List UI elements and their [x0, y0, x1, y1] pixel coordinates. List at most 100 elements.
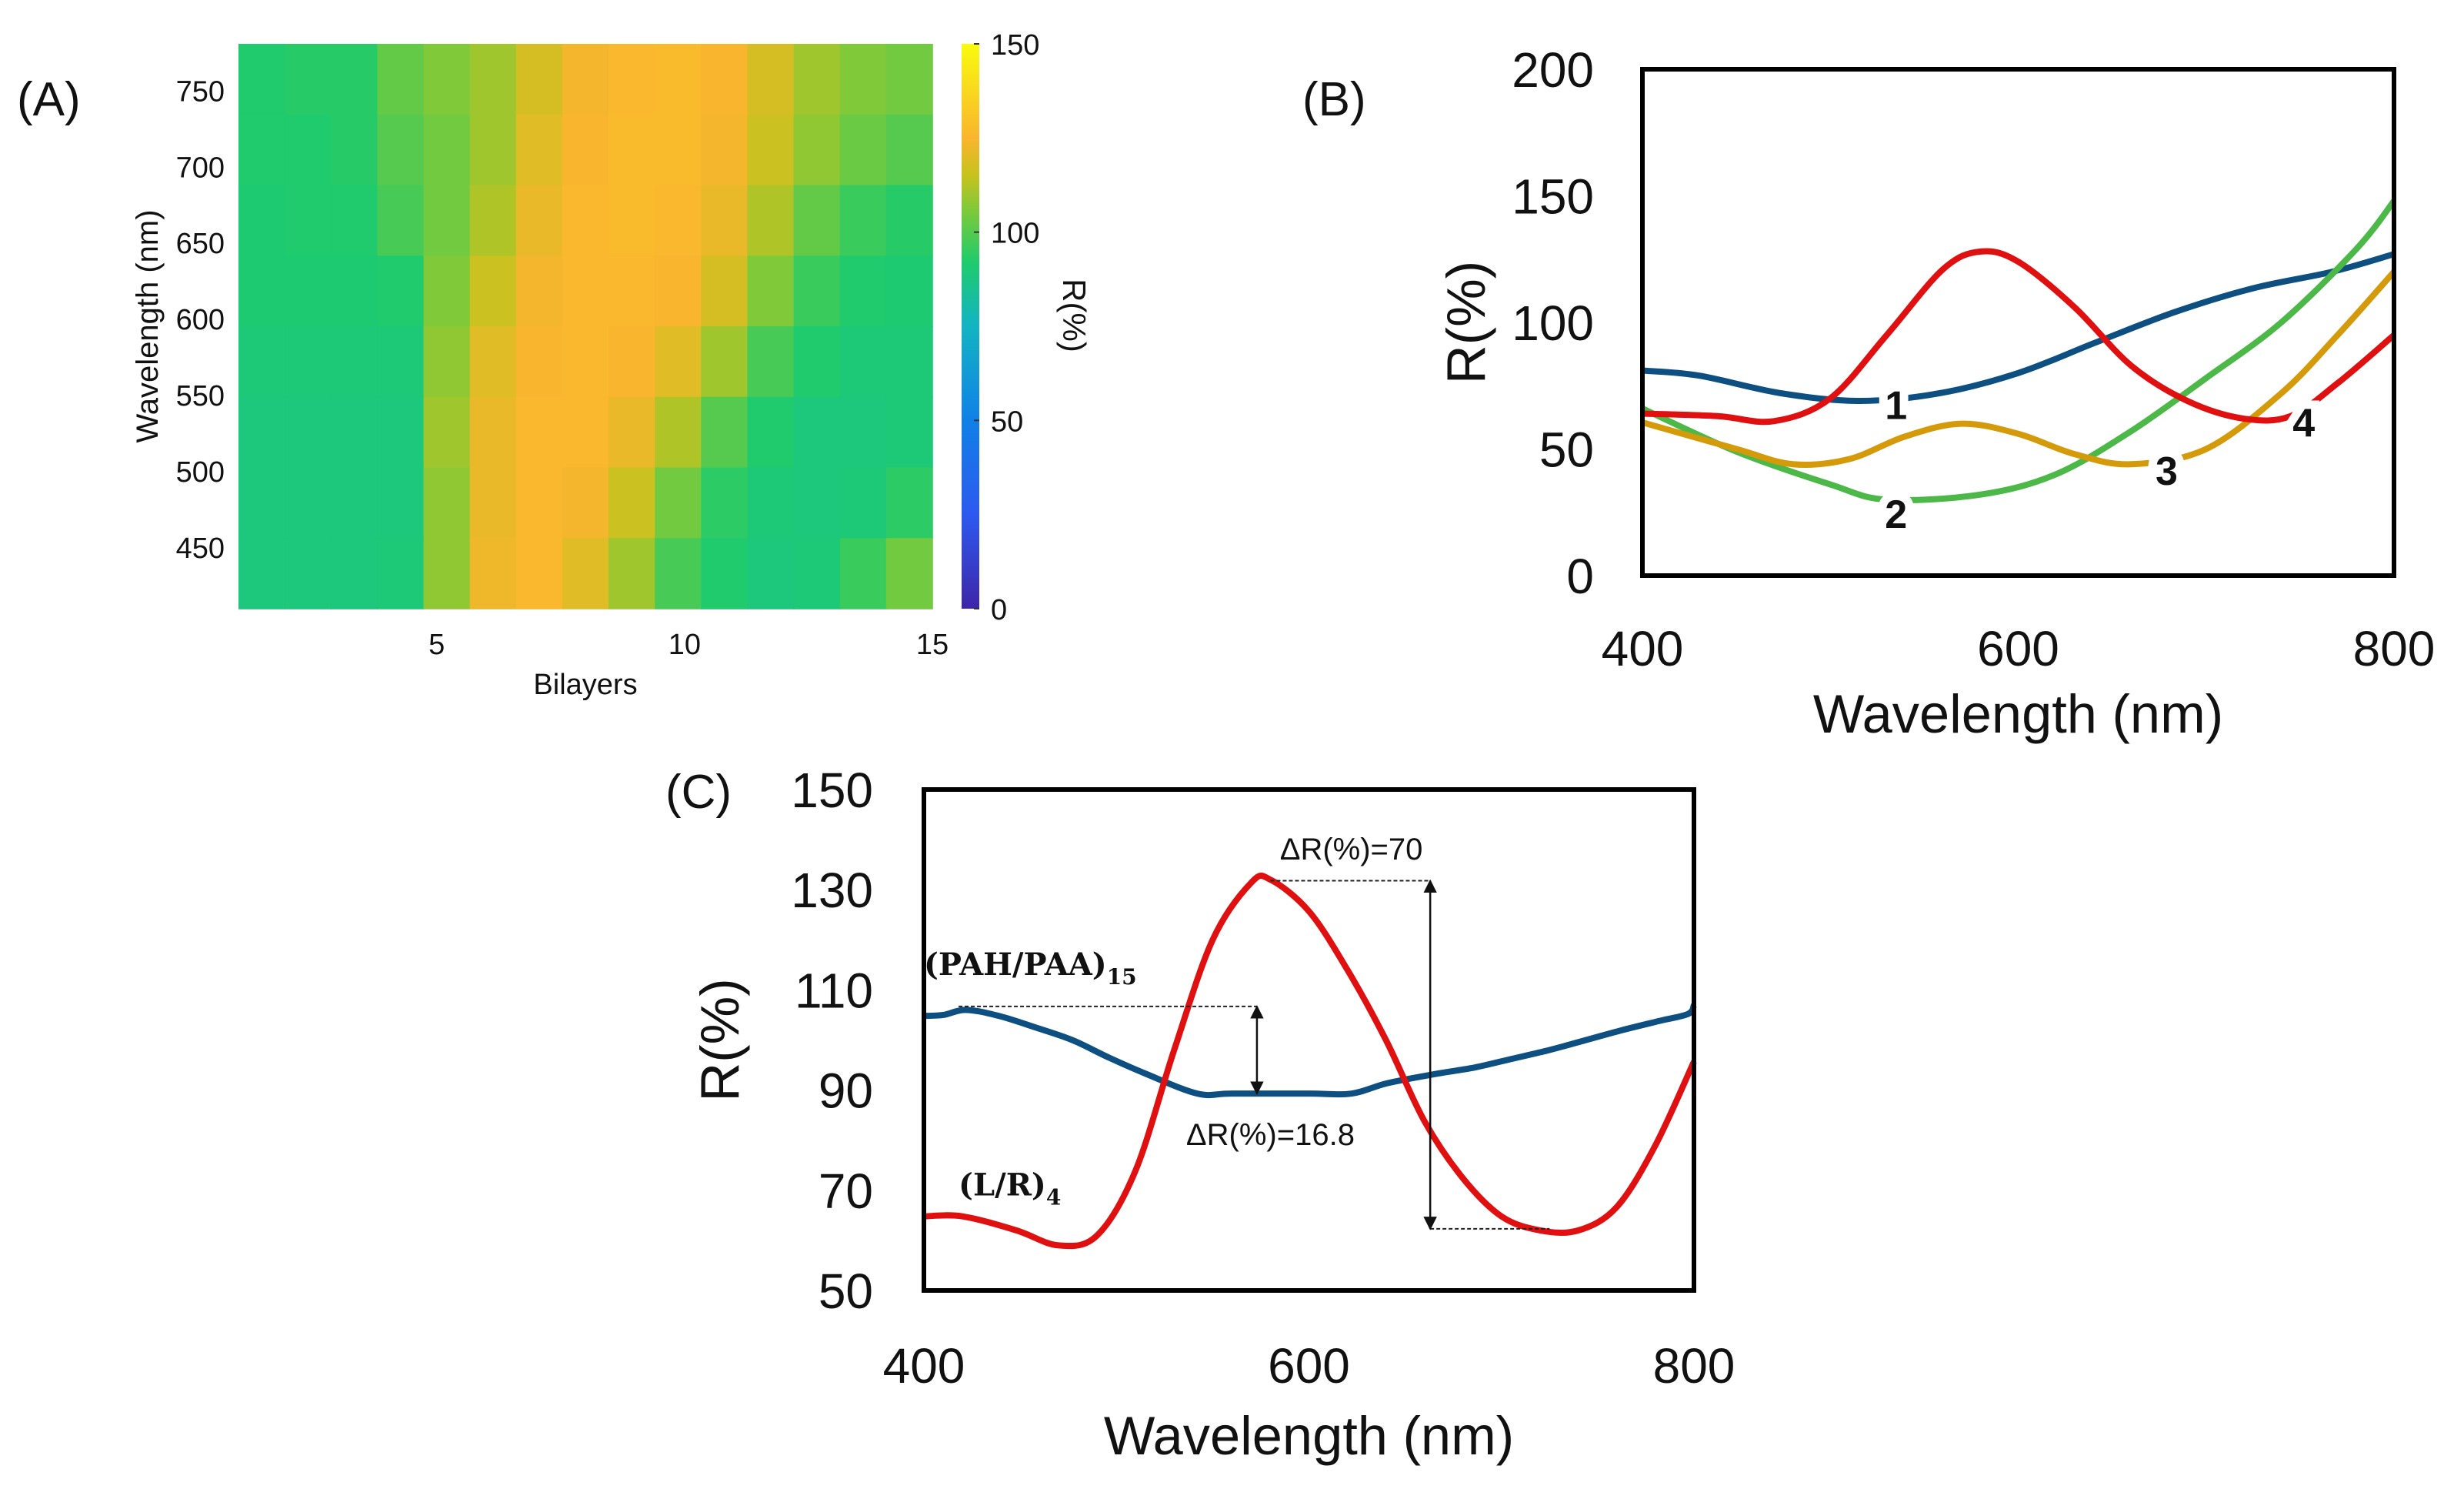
- series-label: (L/R)4: [959, 1167, 1061, 1210]
- x-tick-label: 800: [1653, 1338, 1735, 1394]
- heatmap-cell: [469, 467, 517, 539]
- heatmap-cell: [608, 114, 655, 186]
- heatmap-cell: [238, 114, 285, 186]
- heatmap-cell: [331, 185, 378, 257]
- heatmap-cell: [885, 44, 933, 115]
- heatmap-cell: [655, 538, 702, 609]
- heatmap-cell: [238, 326, 285, 398]
- heatmap-cell: [608, 44, 655, 115]
- heatmap-cell: [747, 326, 795, 398]
- panel-label: (A): [17, 73, 81, 126]
- heatmap-cell: [469, 255, 517, 327]
- heatmap-cell: [331, 114, 378, 186]
- y-axis-label: R(%): [1435, 261, 1496, 384]
- heatmap-cell: [515, 185, 563, 257]
- heatmap-cell: [885, 185, 933, 257]
- heatmap-cell: [238, 396, 285, 469]
- heatmap-cell: [885, 467, 933, 539]
- heatmap-cell: [608, 326, 655, 398]
- y-tick-label: 130: [791, 863, 873, 918]
- heatmap-cell: [839, 467, 887, 539]
- heatmap-cell: [562, 185, 609, 257]
- heatmap-cell: [285, 538, 332, 609]
- series-label-subscript: 4: [1046, 1184, 1061, 1210]
- heatmap-cell: [377, 185, 425, 257]
- x-tick-label: 400: [1602, 621, 1684, 676]
- heatmap-cell: [655, 255, 702, 327]
- x-tick-label: 10: [669, 629, 701, 661]
- y-tick-label: 70: [819, 1163, 873, 1219]
- y-tick-label: 600: [176, 304, 225, 336]
- y-tick-label: 50: [1539, 422, 1594, 478]
- heatmap-cell: [655, 44, 702, 115]
- heatmap-cell: [377, 396, 425, 469]
- heatmap-cell: [839, 114, 887, 186]
- heatmap-cell: [562, 538, 609, 609]
- x-axis-label: Wavelength (nm): [1813, 683, 2223, 744]
- y-axis-label: R(%): [689, 978, 750, 1101]
- heatmap-cell: [793, 467, 841, 539]
- y-tick-label: 0: [1566, 549, 1594, 604]
- heatmap-cell: [423, 44, 471, 115]
- heatmap-cell: [238, 538, 285, 609]
- heatmap-cell: [515, 467, 563, 539]
- heatmap-cell: [608, 467, 655, 539]
- heatmap-cell: [608, 538, 655, 609]
- heatmap-cell: [331, 255, 378, 327]
- y-tick-label: 650: [176, 228, 225, 260]
- heatmap-cell: [469, 396, 517, 469]
- heatmap-cell: [285, 467, 332, 539]
- heatmap-cell: [655, 326, 702, 398]
- heatmap-cell: [377, 44, 425, 115]
- heatmap-cell: [377, 114, 425, 186]
- heatmap-cell: [747, 185, 795, 257]
- heatmap-cell: [655, 185, 702, 257]
- heatmap-cell: [377, 467, 425, 539]
- y-tick-label: 450: [176, 533, 225, 565]
- heatmap-cell: [238, 44, 285, 115]
- heatmap-cell: [701, 396, 749, 469]
- heatmap-cell: [747, 255, 795, 327]
- heatmap-cell: [608, 396, 655, 469]
- heatmap-cell: [839, 44, 887, 115]
- colorbar-label: R(%): [1056, 279, 1092, 352]
- heatmap-cell: [515, 44, 563, 115]
- series-line-1: [1642, 251, 2396, 404]
- series-label-4: 4: [2292, 401, 2315, 446]
- heatmap-cell: [793, 255, 841, 327]
- heatmap-cell: [285, 326, 332, 398]
- colorbar-tick-label: 150: [991, 29, 1039, 62]
- heatmap-cell: [608, 255, 655, 327]
- heatmap-cell: [285, 396, 332, 469]
- heatmap-cell: [238, 185, 285, 257]
- x-tick-label: 15: [916, 629, 949, 661]
- heatmap-cell: [423, 467, 471, 539]
- series-label-subscript: 15: [1107, 964, 1137, 990]
- delta-r-label: ΔR(%)=16.8: [1186, 1118, 1355, 1152]
- heatmap-cell: [655, 467, 702, 539]
- heatmap-cell: [469, 44, 517, 115]
- heatmap-cell: [747, 114, 795, 186]
- series-label-1: 1: [1885, 383, 1907, 428]
- heatmap-cell: [562, 467, 609, 539]
- heatmap-cell: [423, 396, 471, 469]
- heatmap-cell: [285, 255, 332, 327]
- heatmap-cell: [839, 185, 887, 257]
- heatmap-cell: [423, 114, 471, 186]
- y-tick-label: 90: [819, 1063, 873, 1119]
- heatmap-cell: [469, 114, 517, 186]
- heatmap-cell: [793, 326, 841, 398]
- heatmap-cell: [515, 538, 563, 609]
- series-label-main: (PAH/PAA): [924, 946, 1107, 983]
- series-label-3: 3: [2156, 449, 2178, 494]
- heatmap-cell: [885, 396, 933, 469]
- heatmap-cell: [701, 467, 749, 539]
- colorbar: [962, 44, 979, 609]
- heatmap-cell: [515, 396, 563, 469]
- heatmap-cell: [469, 326, 517, 398]
- x-tick-label: 5: [428, 629, 445, 661]
- y-tick-label: 500: [176, 456, 225, 489]
- heatmap-cell: [747, 538, 795, 609]
- colorbar-tick-label: 50: [991, 406, 1023, 438]
- heatmap-cell: [701, 185, 749, 257]
